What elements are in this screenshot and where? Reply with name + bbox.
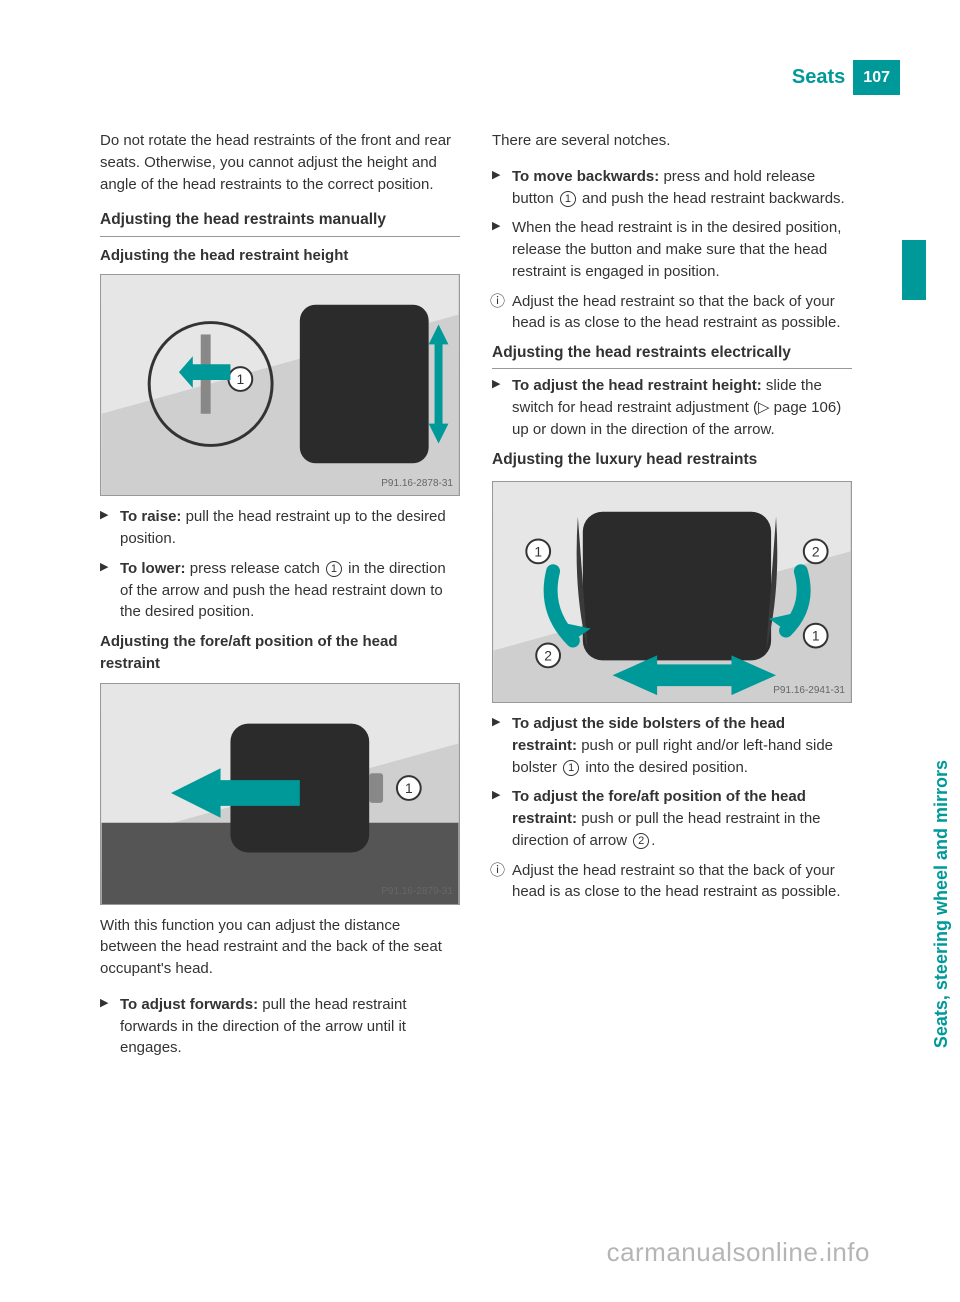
step-forward: To adjust forwards: pull the head restra…	[100, 994, 460, 1059]
page-header: Seats 107	[792, 60, 900, 95]
foreaft-steps: To adjust forwards: pull the head restra…	[100, 994, 460, 1059]
heading-luxury: Adjusting the luxury head restraints	[492, 449, 852, 475]
callout-1: 1	[326, 561, 342, 577]
step-backward: To move backwards: press and hold releas…	[492, 166, 852, 210]
svg-text:1: 1	[812, 628, 820, 644]
electric-steps: To adjust the head restraint height: sli…	[492, 375, 852, 440]
step-release: When the head restraint is in the desire…	[492, 217, 852, 282]
svg-text:2: 2	[544, 648, 552, 664]
figure-head-restraint-height: 1 P91.16-2878-31	[100, 274, 460, 496]
info-text: Adjust the head restraint so that the ba…	[512, 293, 841, 332]
svg-text:1: 1	[237, 371, 245, 387]
luxury-steps: To adjust the side bolsters of the head …	[492, 713, 852, 903]
figure-luxury-head-restraint: 1 2 2 1 P91.16-2941-31	[492, 481, 852, 703]
step-label: To raise:	[120, 508, 181, 525]
step-text: and push the head restraint backwards.	[578, 190, 845, 207]
step-label: To adjust the head restraint height:	[512, 377, 762, 394]
side-tab-label: Seats, steering wheel and mirrors	[928, 760, 954, 1048]
step-text: press release catch	[186, 560, 324, 577]
intro-paragraph: Do not rotate the head restraints of the…	[100, 130, 460, 195]
heading-foreaft: Adjusting the fore/aft position of the h…	[100, 631, 460, 675]
foreaft-intro: With this function you can adjust the di…	[100, 915, 460, 980]
step-text: .	[651, 832, 655, 849]
info-note: Adjust the head restraint so that the ba…	[492, 860, 852, 904]
side-tab: Seats, steering wheel and mirrors	[902, 240, 926, 760]
watermark: carmanualsonline.info	[607, 1234, 870, 1272]
svg-text:1: 1	[534, 544, 542, 560]
callout-1: 1	[560, 191, 576, 207]
step-label: To adjust forwards:	[120, 996, 258, 1013]
svg-text:1: 1	[405, 780, 413, 796]
right-column: There are several notches. To move backw…	[492, 130, 852, 1067]
content-area: Do not rotate the head restraints of the…	[100, 130, 852, 1067]
step-bolster: To adjust the side bolsters of the head …	[492, 713, 852, 778]
figure-caption: P91.16-2878-31	[381, 477, 453, 492]
section-title: Seats	[792, 63, 845, 92]
svg-text:2: 2	[812, 544, 820, 560]
heading-manual: Adjusting the head restraints manually	[100, 209, 460, 236]
figure-caption: P91.16-2879-31	[381, 885, 453, 900]
page-number: 107	[853, 60, 900, 95]
step-text: When the head restraint is in the desire…	[512, 219, 841, 280]
heading-electric: Adjusting the head restraints electrical…	[492, 342, 852, 369]
backward-steps: To move backwards: press and hold releas…	[492, 166, 852, 334]
figure-head-restraint-foreaft: 1 P91.16-2879-31	[100, 683, 460, 905]
info-note: Adjust the head restraint so that the ba…	[492, 291, 852, 335]
step-lower: To lower: press release catch 1 in the d…	[100, 558, 460, 623]
info-text: Adjust the head restraint so that the ba…	[512, 862, 841, 901]
step-raise: To raise: pull the head restraint up to …	[100, 506, 460, 550]
notches-text: There are several notches.	[492, 130, 852, 152]
step-electric: To adjust the head restraint height: sli…	[492, 375, 852, 440]
step-label: To move backwards:	[512, 168, 659, 185]
step-text: into the desired position.	[581, 759, 748, 776]
figure-caption: P91.16-2941-31	[773, 684, 845, 699]
left-column: Do not rotate the head restraints of the…	[100, 130, 460, 1067]
side-tab-marker	[902, 240, 926, 300]
callout-1: 1	[563, 760, 579, 776]
callout-2: 2	[633, 833, 649, 849]
step-foreaft2: To adjust the fore/aft position of the h…	[492, 786, 852, 851]
heading-height: Adjusting the head restraint height	[100, 245, 460, 267]
step-label: To lower:	[120, 560, 186, 577]
height-steps: To raise: pull the head restraint up to …	[100, 506, 460, 623]
